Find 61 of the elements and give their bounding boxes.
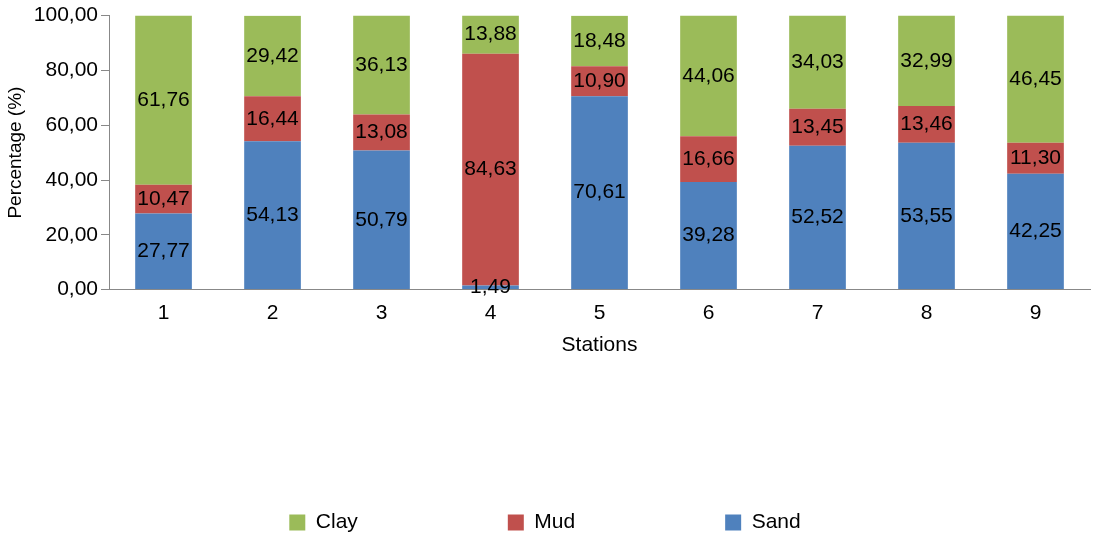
legend-label: Sand [751,509,801,533]
x-axis-title: Stations [561,332,638,356]
bar [135,213,192,290]
y-tick-label: 100,00 [33,2,99,26]
x-tick-label: 7 [811,300,824,323]
y-tick-label: 0,00 [57,276,99,300]
data-label: 54,13 [246,201,299,225]
y-axis-title: Percentage (%) [3,86,25,219]
data-label: 16,66 [682,145,735,169]
x-tick-label: 2 [266,300,279,323]
bar [898,15,955,106]
y-tick-label: 80,00 [45,57,99,81]
data-label: 70,61 [573,179,626,203]
data-label: 13,88 [464,21,517,45]
bar [680,181,737,290]
data-label: 61,76 [137,87,190,111]
x-tick-label: 1 [157,300,170,323]
data-label: 39,28 [682,222,735,246]
data-label: 10,90 [573,67,626,91]
data-label: 52,52 [791,204,844,228]
data-label: 36,13 [355,51,408,75]
data-label: 10,47 [137,185,190,209]
data-label: 18,48 [573,27,626,51]
x-tick-label: 5 [593,300,606,323]
x-tick-label: 6 [702,300,715,323]
data-label: 29,42 [246,42,299,66]
legend-label: Mud [534,509,576,533]
y-tick-label: 60,00 [45,112,99,135]
bar [680,15,737,137]
data-label: 50,79 [355,206,408,230]
data-label: 16,44 [246,105,300,129]
bar [353,15,410,115]
data-label: 11,30 [1010,145,1061,169]
bar [789,145,846,290]
data-label: 27,77 [137,238,190,262]
data-label: 32,99 [900,47,953,71]
data-label: 42,25 [1009,218,1062,242]
bar [1007,15,1064,143]
bar [244,15,301,97]
x-tick-label: 4 [484,300,497,323]
bar [898,142,955,290]
data-label: 13,45 [791,114,844,138]
data-label: 13,08 [355,119,408,143]
data-label: 13,46 [900,111,953,135]
data-label: 84,63 [464,156,517,180]
x-tick-label: 3 [375,300,388,323]
data-label: 44,06 [682,62,735,86]
y-tick-label: 20,00 [45,221,99,245]
data-label: 34,03 [791,49,844,73]
bar [789,15,846,109]
bar [353,150,410,290]
bar [571,96,628,290]
legend-label: Clay [315,509,359,533]
x-tick-label: 9 [1029,300,1042,323]
y-tick-label: 40,00 [45,166,99,190]
data-label: 46,45 [1009,66,1062,90]
bar [244,141,301,290]
bar [1007,173,1064,290]
bar [135,15,192,185]
data-label: 53,55 [900,202,953,226]
x-tick-label: 8 [920,300,933,323]
